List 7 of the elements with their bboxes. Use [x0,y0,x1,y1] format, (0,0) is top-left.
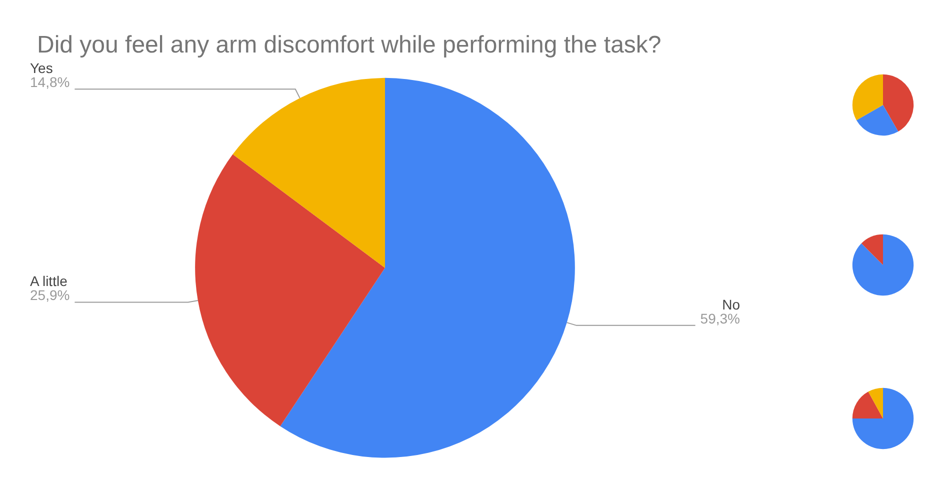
chart-title: Did you feel any arm discomfort while performing the task? [37,32,662,58]
slice-label: No [722,296,740,312]
slice-label: A little [30,273,68,290]
slice-label: Yes [30,60,53,76]
data-label: 25,9% [30,287,70,304]
data-label: 59,3% [700,310,740,326]
data-label: 14,8% [30,74,70,90]
